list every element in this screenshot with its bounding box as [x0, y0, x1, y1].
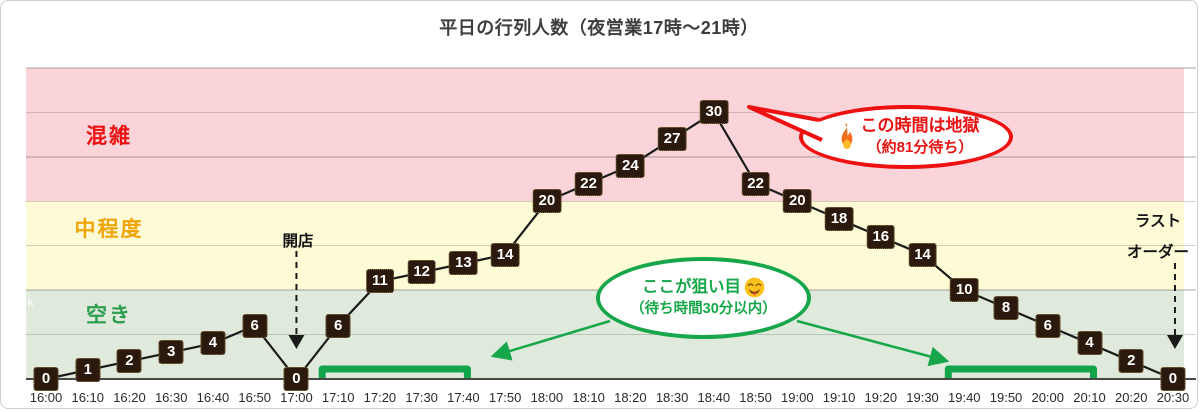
x-tick-label: 16:00 — [29, 390, 63, 405]
last-order-label-line1: ラスト — [1134, 213, 1182, 230]
data-point-label: 22 — [574, 171, 603, 196]
data-point-label: 0 — [283, 367, 309, 391]
data-point-label: 2 — [1118, 349, 1144, 374]
sweet-spot-subtext: （待ち時間30分以内） — [630, 301, 777, 318]
x-tick-label: 19:20 — [864, 390, 898, 405]
data-point-label: 24 — [616, 153, 645, 178]
data-point-label: 4 — [1077, 331, 1102, 356]
busy-callout-bubble: この時間は地獄 （約81分待ち） — [799, 105, 1013, 169]
data-point-label: 3 — [158, 340, 184, 365]
x-tick-label: 19:30 — [906, 390, 939, 405]
data-point-label: 6 — [325, 313, 351, 338]
data-point-label: 0 — [1160, 367, 1186, 391]
x-tick-label: 16:30 — [154, 390, 188, 405]
x-tick-label: 16:20 — [113, 390, 146, 405]
gridline — [26, 245, 1196, 247]
x-tick-label: 17:50 — [488, 390, 522, 405]
x-tick-label: 16:50 — [238, 390, 271, 405]
data-point-label: 14 — [490, 242, 520, 267]
band-label-3: 空き — [86, 304, 132, 327]
x-tick-label: 18:10 — [572, 390, 605, 405]
gridline — [26, 156, 1196, 158]
x-tick-label: 18:30 — [655, 390, 689, 405]
x-tick-label: 17:00 — [280, 390, 313, 405]
open-annotation-label: 開店 — [282, 233, 314, 250]
x-tick-label: 20:20 — [1114, 390, 1148, 405]
x-tick-label: 19:40 — [947, 390, 981, 405]
last-order-label-line2: オーダー — [1126, 244, 1190, 261]
sweet-spot-text: ここが狙い目 — [642, 278, 741, 297]
x-tick-label: 16:10 — [71, 390, 105, 405]
data-point-label: 20 — [532, 189, 562, 214]
data-point-label: 6 — [1035, 313, 1061, 338]
band-label-1: 混雑 — [86, 125, 132, 148]
x-tick-label: 18:00 — [530, 390, 564, 405]
data-point-label: 1 — [75, 358, 101, 383]
data-point-label: 4 — [200, 331, 226, 356]
sweet-spot-callout-bubble: ここが狙い目 （待ち時間30分以内） — [596, 257, 811, 339]
x-tick-label: 17:30 — [405, 390, 438, 405]
x-tick-label: 18:40 — [697, 390, 731, 405]
data-point-label: 18 — [824, 207, 854, 232]
x-tick-label: 18:20 — [614, 390, 647, 405]
data-point-label: 11 — [365, 269, 394, 294]
x-tick-label: 20:10 — [1073, 390, 1106, 405]
data-point-label: 13 — [449, 251, 478, 276]
x-tick-label: 17:40 — [447, 390, 480, 405]
x-tick-label: 19:50 — [989, 390, 1023, 405]
data-point-label: 6 — [242, 313, 268, 338]
x-tick-label: 17:20 — [363, 390, 397, 405]
data-point-label: 10 — [949, 278, 979, 303]
data-point-label: 14 — [908, 242, 937, 267]
data-point-label: 27 — [657, 127, 687, 152]
data-point-label: 20 — [782, 189, 812, 214]
chart-title: 平日の行列人数（夜営業17時〜21時） — [439, 18, 759, 38]
data-point-label: 16 — [866, 224, 896, 249]
data-point-label: 12 — [407, 260, 436, 285]
busy-bubble-text: この時間は地獄 — [860, 116, 980, 136]
busy-bubble-subtext: （約81分待ち） — [866, 139, 974, 157]
data-point-label: 8 — [993, 295, 1019, 320]
x-tick-label: 20:00 — [1031, 390, 1065, 405]
x-tick-label: 20:30 — [1156, 390, 1190, 405]
gridline — [26, 111, 1196, 114]
x-tick-label: 18:50 — [739, 390, 772, 405]
gridline — [26, 200, 1196, 202]
x-tick-label: 16:40 — [196, 390, 230, 405]
x-axis-line — [26, 378, 1196, 381]
band-label-2: 中程度 — [74, 218, 144, 241]
x-tick-label: 17:10 — [321, 390, 355, 405]
fire-icon — [833, 123, 861, 151]
smiley-icon — [744, 277, 765, 298]
data-point-label: 2 — [116, 349, 142, 374]
x-tick-label: 19:10 — [822, 390, 856, 405]
data-point-label: 30 — [699, 100, 729, 125]
watermark: k — [27, 295, 34, 309]
data-point-label: 22 — [741, 171, 770, 196]
gridline — [26, 67, 1196, 69]
data-point-label: 0 — [33, 367, 59, 391]
x-tick-label: 19:00 — [781, 390, 814, 405]
